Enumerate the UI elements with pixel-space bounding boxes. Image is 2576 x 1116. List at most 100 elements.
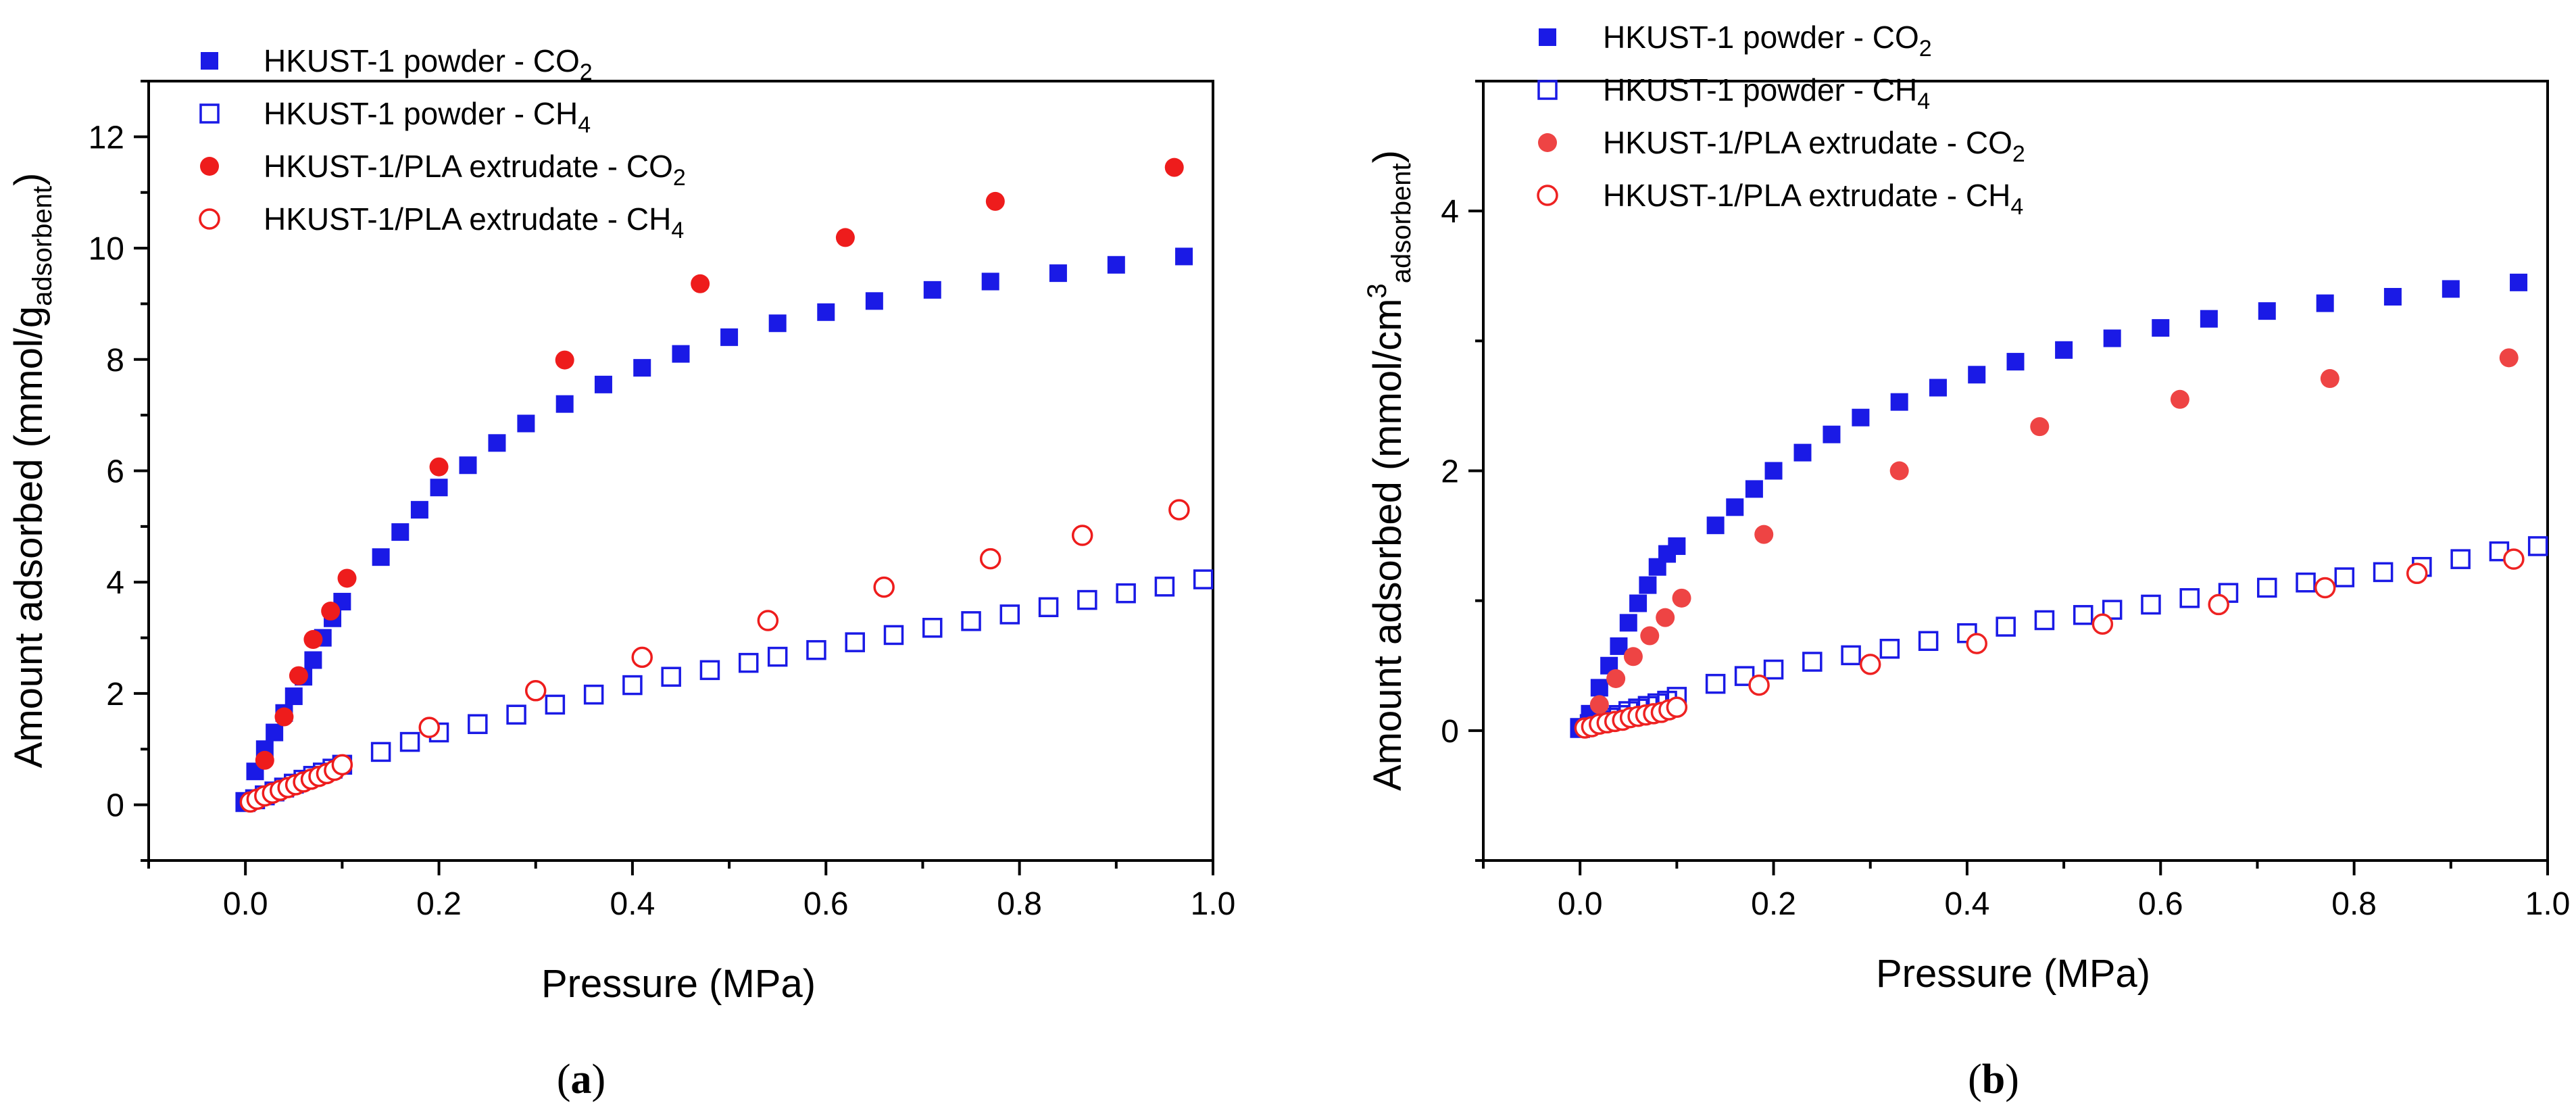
a-point bbox=[468, 714, 488, 734]
b-point bbox=[1589, 695, 1609, 714]
a-point bbox=[372, 548, 390, 566]
a-point bbox=[923, 281, 941, 299]
a-point bbox=[488, 434, 506, 452]
a-point bbox=[1077, 589, 1097, 610]
b-point bbox=[2055, 341, 2073, 359]
b-point bbox=[2102, 600, 2123, 620]
a-series-2 bbox=[255, 157, 1184, 770]
b-point bbox=[1705, 673, 1726, 694]
b-point bbox=[1823, 425, 1841, 443]
a-y-tick-label: 8 bbox=[106, 343, 124, 379]
a-x-tick-label: 0.2 bbox=[416, 886, 462, 922]
panel-b-x-axis: 0.0 0.2 0.4 0.6 0.8 1.0 bbox=[1482, 860, 2570, 922]
b-point bbox=[1619, 614, 1637, 632]
panel-b-caption: (b) bbox=[1968, 1057, 2019, 1102]
b-point bbox=[1745, 480, 1763, 498]
b-point bbox=[1764, 462, 1783, 480]
b-legend-marker bbox=[1539, 28, 1556, 46]
b-point bbox=[2296, 573, 2316, 593]
panel-b-y-axis-title-main: Amount adsorbed (mmol/cm bbox=[1366, 299, 1410, 791]
a-legend-marker bbox=[200, 157, 219, 176]
b-point bbox=[2314, 577, 2336, 599]
a-point bbox=[1049, 264, 1067, 283]
b-point bbox=[2503, 548, 2525, 570]
panel-b-x-axis-title: Pressure (MPa) bbox=[1876, 952, 2150, 996]
panel-a-y-axis-title-sub: adsorbent bbox=[28, 186, 57, 306]
a-x-tick-label: 0.6 bbox=[803, 886, 849, 922]
a-point bbox=[883, 625, 904, 646]
b-series-2 bbox=[1589, 348, 2519, 714]
a-point bbox=[985, 191, 1005, 211]
a-point bbox=[274, 707, 294, 727]
b-x-tick-label: 0.4 bbox=[1945, 886, 1990, 922]
b-point bbox=[2141, 594, 2161, 615]
a-point bbox=[835, 228, 855, 247]
panel-b-legend: HKUST-1 powder - CO2 HKUST-1 powder - CH4… bbox=[1537, 20, 2025, 220]
b-point bbox=[2006, 353, 2025, 371]
a-point bbox=[555, 350, 574, 370]
a-y-tick-label: 10 bbox=[89, 231, 124, 267]
a-point bbox=[999, 604, 1020, 625]
a-point bbox=[979, 548, 1001, 570]
a-y-tick-label: 2 bbox=[106, 677, 124, 712]
a-point bbox=[1116, 583, 1136, 604]
panel-b-y-axis: 0 2 4 bbox=[1441, 80, 1483, 862]
b-y-tick-label: 0 bbox=[1441, 714, 1459, 750]
b-point bbox=[1889, 461, 1909, 481]
b-point bbox=[1879, 639, 1900, 659]
b-legend-label: HKUST-1/PLA extrudate - CH4 bbox=[1603, 178, 2023, 220]
panel-b-y-axis-title-sub: adsorbent bbox=[1387, 163, 1416, 283]
b-point bbox=[2258, 302, 2276, 320]
b-point bbox=[2257, 577, 2277, 598]
a-point bbox=[865, 292, 883, 310]
b-point bbox=[2034, 610, 2055, 631]
a-point bbox=[429, 457, 449, 477]
b-legend-label: HKUST-1 powder - CH4 bbox=[1603, 72, 1930, 114]
a-point bbox=[672, 345, 690, 363]
b-point bbox=[2073, 605, 2094, 625]
a-point bbox=[661, 666, 681, 687]
a-point bbox=[410, 501, 428, 519]
panel-a-chart: 0.0 0.2 0.4 0.6 0.8 1.0 0 2 4 6 8 10 12 Pressure (M… bbox=[7, 43, 1235, 1102]
b-point bbox=[1726, 498, 1744, 516]
b-point bbox=[2334, 567, 2355, 587]
b-point bbox=[2179, 588, 2200, 608]
b-legend-marker bbox=[1537, 185, 1558, 206]
b-series-0 bbox=[1571, 273, 2528, 737]
a-point bbox=[391, 523, 410, 541]
a-point bbox=[961, 611, 981, 631]
a-point bbox=[555, 395, 574, 413]
b-point bbox=[1656, 608, 1675, 627]
a-point bbox=[699, 660, 720, 681]
b-point bbox=[1629, 594, 1648, 612]
b-point bbox=[2170, 389, 2189, 409]
b-point bbox=[1606, 669, 1626, 688]
a-point bbox=[506, 704, 526, 725]
a-series-3 bbox=[239, 499, 1190, 813]
b-point bbox=[1754, 525, 1774, 544]
b-legend-label: HKUST-1 powder - CO2 bbox=[1603, 20, 1932, 62]
a-point bbox=[459, 456, 477, 475]
a-point bbox=[1193, 569, 1214, 589]
b-point bbox=[2373, 562, 2394, 583]
b-point bbox=[2320, 369, 2339, 389]
a-x-tick-label: 1.0 bbox=[1191, 886, 1236, 922]
a-point bbox=[304, 651, 322, 669]
a-point bbox=[767, 646, 788, 667]
panel-b-y-axis-title: Amount adsorbed (mmol/cm3adsorbent) bbox=[1362, 150, 1416, 791]
b-point bbox=[1763, 659, 1784, 680]
a-point bbox=[738, 652, 759, 673]
panel-b-data-points bbox=[1570, 273, 2548, 739]
a-point bbox=[806, 639, 826, 660]
b-point bbox=[1640, 626, 1660, 646]
panel-a-y-axis-title-main: Amount adsorbed (mmol/g bbox=[7, 306, 51, 768]
a-legend-label: HKUST-1/PLA extrudate - CH4 bbox=[264, 201, 684, 243]
b-legend-marker bbox=[1537, 80, 1558, 100]
a-series-0 bbox=[237, 247, 1193, 811]
b-point bbox=[2200, 310, 2218, 328]
a-point bbox=[517, 414, 535, 433]
a-point bbox=[583, 684, 604, 705]
a-point bbox=[622, 675, 643, 696]
b-point bbox=[1929, 379, 1947, 397]
b-point bbox=[2030, 417, 2050, 437]
